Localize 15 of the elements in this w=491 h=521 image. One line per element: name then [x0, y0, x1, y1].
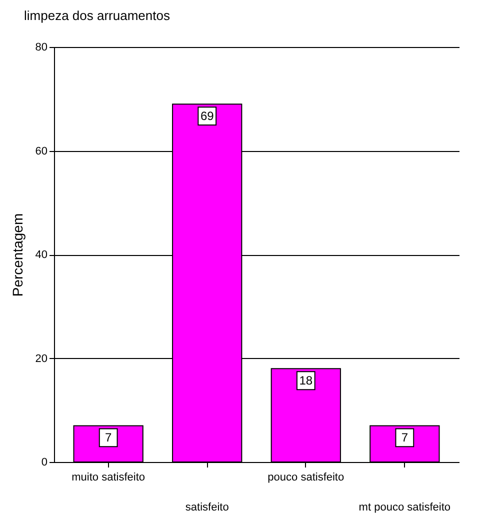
x-tick-label: satisfeito: [185, 502, 229, 514]
y-tick-label: 80: [35, 42, 48, 54]
y-tick-label: 60: [35, 145, 48, 158]
y-axis-title: Percentagem: [9, 213, 26, 297]
chart-title: limpeza dos arruamentos: [24, 8, 170, 23]
x-tick-label: muito satisfeito: [72, 472, 146, 484]
data-label: 7: [401, 430, 408, 445]
x-tick-label: mt pouco satisfeito: [358, 502, 451, 514]
y-tick-label: 20: [35, 352, 48, 365]
y-tick-label: 40: [35, 249, 48, 261]
data-label: 7: [104, 430, 112, 445]
data-label: 69: [200, 109, 214, 124]
x-tick-label: pouco satisfeito: [268, 472, 344, 484]
data-label: 18: [299, 374, 313, 388]
y-tick-label: 0: [41, 456, 48, 468]
